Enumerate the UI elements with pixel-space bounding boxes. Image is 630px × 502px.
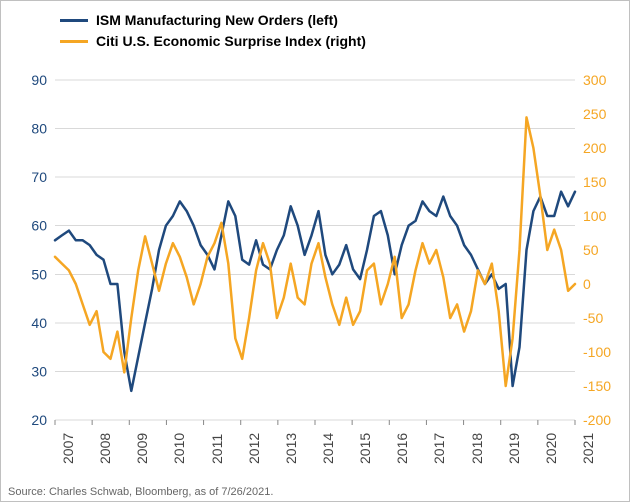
svg-text:80: 80 (31, 121, 47, 137)
svg-text:40: 40 (31, 315, 47, 331)
svg-text:-150: -150 (583, 378, 611, 394)
x-tick-label: 2010 (171, 433, 187, 464)
x-tick-label: 2011 (209, 434, 225, 464)
x-tick-label: 2009 (134, 433, 150, 464)
svg-text:60: 60 (31, 218, 47, 234)
x-tick-label: 2007 (60, 433, 76, 464)
x-tick-label: 2021 (580, 433, 596, 464)
x-tick-label: 2016 (394, 433, 410, 464)
svg-text:300: 300 (583, 72, 607, 88)
svg-text:20: 20 (31, 412, 47, 428)
svg-text:50: 50 (583, 242, 599, 258)
x-tick-label: 2019 (506, 433, 522, 464)
svg-text:150: 150 (583, 174, 607, 190)
x-tick-label: 2014 (320, 433, 336, 464)
x-tick-label: 2020 (543, 433, 559, 464)
chart-container: ISM Manufacturing New Orders (left) Citi… (0, 0, 630, 502)
svg-text:70: 70 (31, 169, 47, 185)
x-tick-label: 2012 (246, 433, 262, 464)
svg-text:100: 100 (583, 208, 607, 224)
chart-svg: 20 30 40 50 60 70 80 90 -200 -150 -100 -50 0 50 100 150… (0, 0, 630, 502)
svg-text:200: 200 (583, 140, 607, 156)
svg-text:-200: -200 (583, 412, 611, 428)
x-tick-label: 2008 (97, 433, 113, 464)
svg-text:90: 90 (31, 72, 47, 88)
x-tick-label: 2013 (283, 433, 299, 464)
svg-text:0: 0 (583, 276, 591, 292)
x-tick-label: 2015 (357, 433, 373, 464)
svg-text:50: 50 (31, 266, 47, 282)
x-tick-label: 2018 (469, 433, 485, 464)
svg-text:-50: -50 (583, 310, 603, 326)
svg-text:250: 250 (583, 106, 607, 122)
svg-text:30: 30 (31, 363, 47, 379)
svg-text:-100: -100 (583, 344, 611, 360)
source-text: Source: Charles Schwab, Bloomberg, as of… (8, 486, 273, 498)
x-tick-label: 2017 (431, 433, 447, 464)
